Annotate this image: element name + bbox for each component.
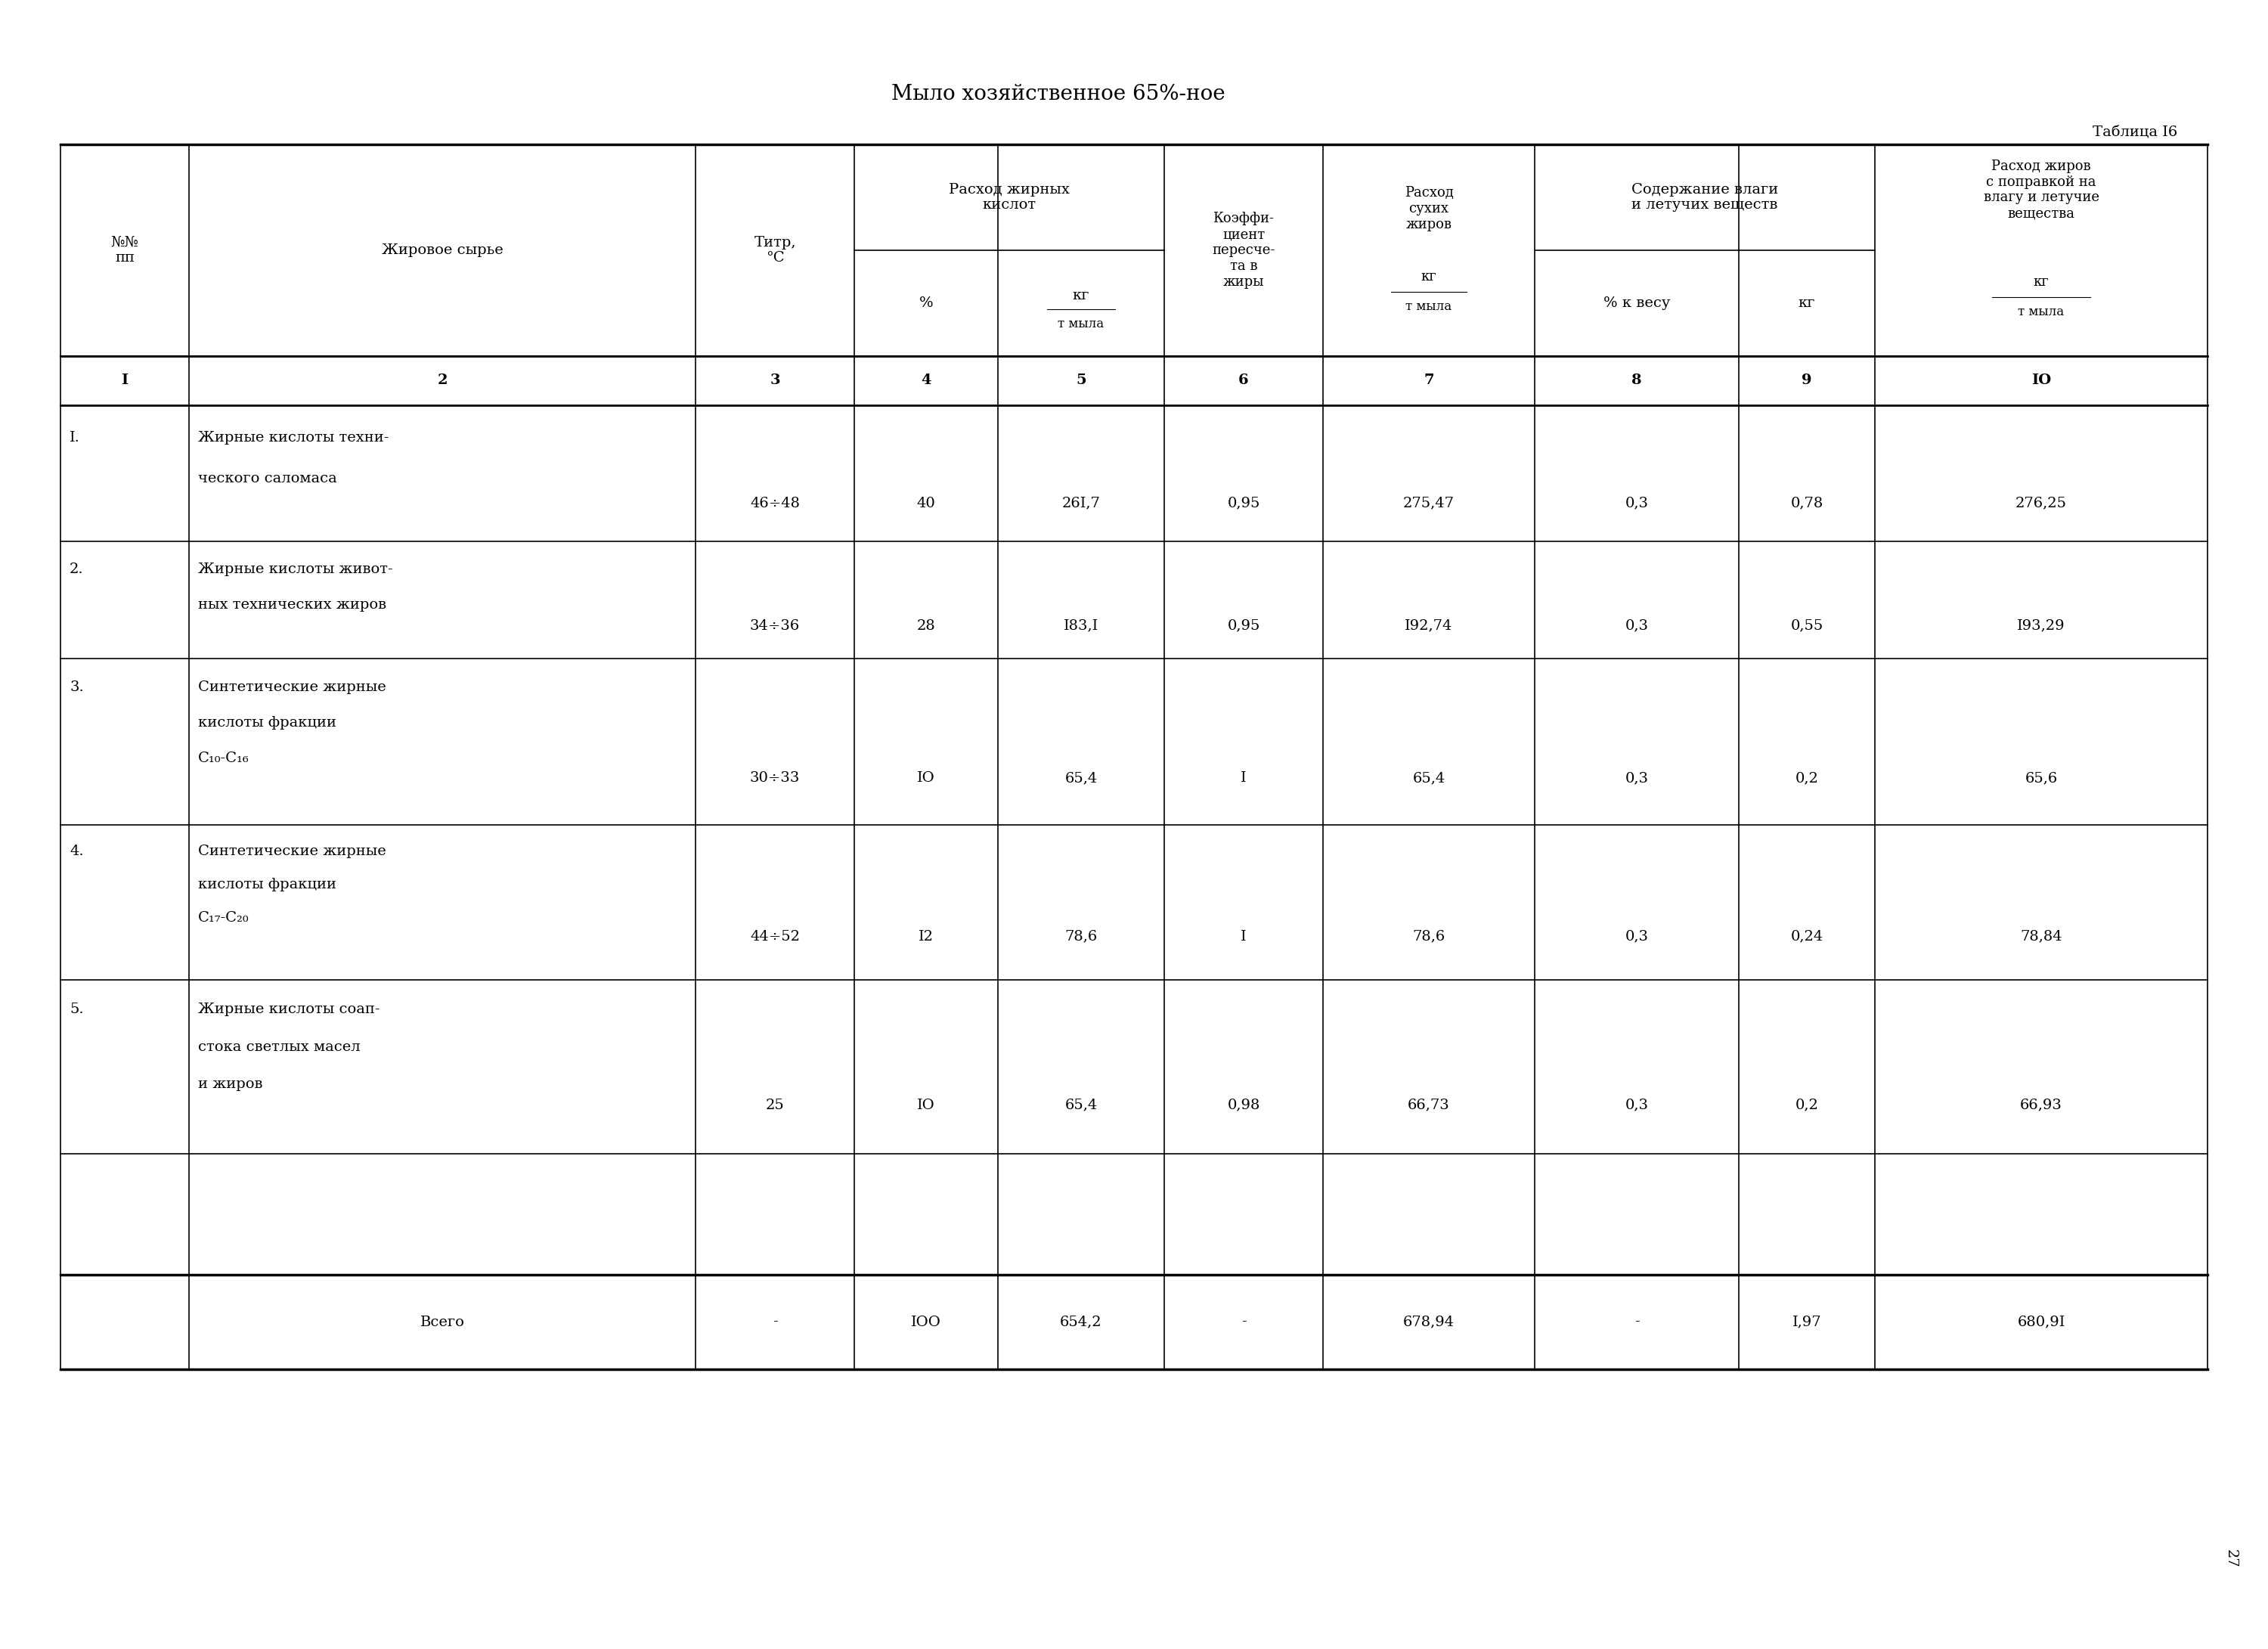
- Text: 27: 27: [2225, 1548, 2239, 1568]
- Text: 5.: 5.: [70, 1003, 84, 1016]
- Text: -: -: [773, 1316, 778, 1329]
- Text: 5: 5: [1075, 374, 1086, 388]
- Text: I: I: [120, 374, 129, 388]
- Text: 78,84: 78,84: [2021, 930, 2062, 943]
- Text: 46÷48: 46÷48: [751, 496, 801, 510]
- Text: Жирные кислоты живот-: Жирные кислоты живот-: [197, 562, 392, 576]
- Text: 3.: 3.: [70, 681, 84, 694]
- Text: №№
пп: №№ пп: [111, 236, 138, 265]
- Text: Расход жирных
кислот: Расход жирных кислот: [948, 183, 1070, 213]
- Text: 0,3: 0,3: [1624, 1098, 1649, 1111]
- Text: 0,3: 0,3: [1624, 930, 1649, 943]
- Text: -: -: [1635, 1316, 1640, 1329]
- Text: %: %: [919, 297, 932, 310]
- Text: 0,55: 0,55: [1789, 618, 1823, 633]
- Text: кг: кг: [2034, 275, 2048, 289]
- Text: 65,4: 65,4: [1064, 772, 1098, 785]
- Text: I93,29: I93,29: [2016, 618, 2066, 633]
- Text: С₁₀-С₁₆: С₁₀-С₁₆: [197, 752, 249, 765]
- Text: 0,2: 0,2: [1796, 1098, 1819, 1111]
- Text: Жировое сырье: Жировое сырье: [381, 244, 503, 257]
- Text: Всего: Всего: [420, 1316, 465, 1329]
- Text: IO: IO: [916, 1098, 934, 1111]
- Text: I.: I.: [70, 430, 79, 445]
- Text: и жиров: и жиров: [197, 1077, 263, 1092]
- Text: -: -: [1241, 1316, 1245, 1329]
- Text: IO: IO: [2032, 374, 2050, 388]
- Text: 66,73: 66,73: [1408, 1098, 1449, 1111]
- Text: кислоты фракции: кислоты фракции: [197, 877, 336, 892]
- Text: 2.: 2.: [70, 562, 84, 576]
- Text: 34÷36: 34÷36: [751, 618, 801, 633]
- Text: ных технических жиров: ных технических жиров: [197, 599, 386, 612]
- Text: 4.: 4.: [70, 844, 84, 857]
- Text: 0,3: 0,3: [1624, 772, 1649, 785]
- Text: 0,95: 0,95: [1227, 496, 1261, 510]
- Text: 78,6: 78,6: [1064, 930, 1098, 943]
- Text: I: I: [1241, 930, 1247, 943]
- Text: кислоты фракции: кислоты фракции: [197, 716, 336, 729]
- Text: 678,94: 678,94: [1404, 1316, 1454, 1329]
- Text: Жирные кислоты техни-: Жирные кислоты техни-: [197, 430, 388, 445]
- Text: 65,6: 65,6: [2025, 772, 2057, 785]
- Text: I2: I2: [919, 930, 934, 943]
- Text: Жирные кислоты соап-: Жирные кислоты соап-: [197, 1003, 379, 1016]
- Text: 0,3: 0,3: [1624, 618, 1649, 633]
- Text: 0,24: 0,24: [1789, 930, 1823, 943]
- Text: 78,6: 78,6: [1413, 930, 1445, 943]
- Text: 680,9I: 680,9I: [2016, 1316, 2066, 1329]
- Text: 3: 3: [769, 374, 780, 388]
- Text: % к весу: % к весу: [1603, 297, 1669, 310]
- Text: кг: кг: [1073, 289, 1089, 302]
- Text: Расход
сухих
жиров: Расход сухих жиров: [1404, 186, 1454, 231]
- Text: Синтетические жирные: Синтетические жирные: [197, 844, 386, 857]
- Text: Таблица I6: Таблица I6: [2093, 125, 2177, 139]
- Text: т мыла: т мыла: [1057, 318, 1105, 331]
- Text: 0,2: 0,2: [1796, 772, 1819, 785]
- Text: 65,4: 65,4: [1064, 1098, 1098, 1111]
- Text: кг: кг: [1422, 270, 1436, 284]
- Text: IOO: IOO: [912, 1316, 941, 1329]
- Text: 6: 6: [1238, 374, 1250, 388]
- Text: Титр,
°С: Титр, °С: [753, 236, 796, 265]
- Text: I83,I: I83,I: [1064, 618, 1098, 633]
- Text: 44÷52: 44÷52: [751, 930, 801, 943]
- Text: 9: 9: [1801, 374, 1812, 388]
- Text: Расход жиров
с поправкой на
влагу и летучие
вещества: Расход жиров с поправкой на влагу и лету…: [1982, 160, 2100, 221]
- Text: т мыла: т мыла: [2019, 305, 2064, 318]
- Text: Коэффи-
циент
пересче-
та в
жиры: Коэффи- циент пересче- та в жиры: [1211, 213, 1275, 289]
- Text: 0,3: 0,3: [1624, 496, 1649, 510]
- Text: Содержание влаги
и летучих веществ: Содержание влаги и летучих веществ: [1631, 183, 1778, 213]
- Text: ческого саломаса: ческого саломаса: [197, 472, 338, 485]
- Text: 30÷33: 30÷33: [751, 772, 801, 785]
- Text: IO: IO: [916, 772, 934, 785]
- Text: 26I,7: 26I,7: [1061, 496, 1100, 510]
- Text: 0,95: 0,95: [1227, 618, 1261, 633]
- Text: 275,47: 275,47: [1404, 496, 1454, 510]
- Text: 28: 28: [916, 618, 934, 633]
- Text: 654,2: 654,2: [1059, 1316, 1102, 1329]
- Text: 276,25: 276,25: [2016, 496, 2066, 510]
- Text: Синтетические жирные: Синтетические жирные: [197, 681, 386, 694]
- Text: С₁₇-С₂₀: С₁₇-С₂₀: [197, 910, 249, 925]
- Text: 0,98: 0,98: [1227, 1098, 1261, 1111]
- Text: 8: 8: [1631, 374, 1642, 388]
- Text: I92,74: I92,74: [1404, 618, 1454, 633]
- Text: кг: кг: [1799, 297, 1814, 310]
- Text: 7: 7: [1424, 374, 1433, 388]
- Text: 4: 4: [921, 374, 932, 388]
- Text: I,97: I,97: [1792, 1316, 1821, 1329]
- Text: 2: 2: [438, 374, 447, 388]
- Text: 40: 40: [916, 496, 934, 510]
- Text: I: I: [1241, 772, 1247, 785]
- Text: стока светлых масел: стока светлых масел: [197, 1041, 361, 1054]
- Text: 25: 25: [767, 1098, 785, 1111]
- Text: 65,4: 65,4: [1413, 772, 1445, 785]
- Text: 0,78: 0,78: [1789, 496, 1823, 510]
- Text: Мыло хозяйственное 65%-ное: Мыло хозяйственное 65%-ное: [891, 84, 1225, 104]
- Text: 66,93: 66,93: [2021, 1098, 2062, 1111]
- Text: т мыла: т мыла: [1406, 300, 1452, 313]
